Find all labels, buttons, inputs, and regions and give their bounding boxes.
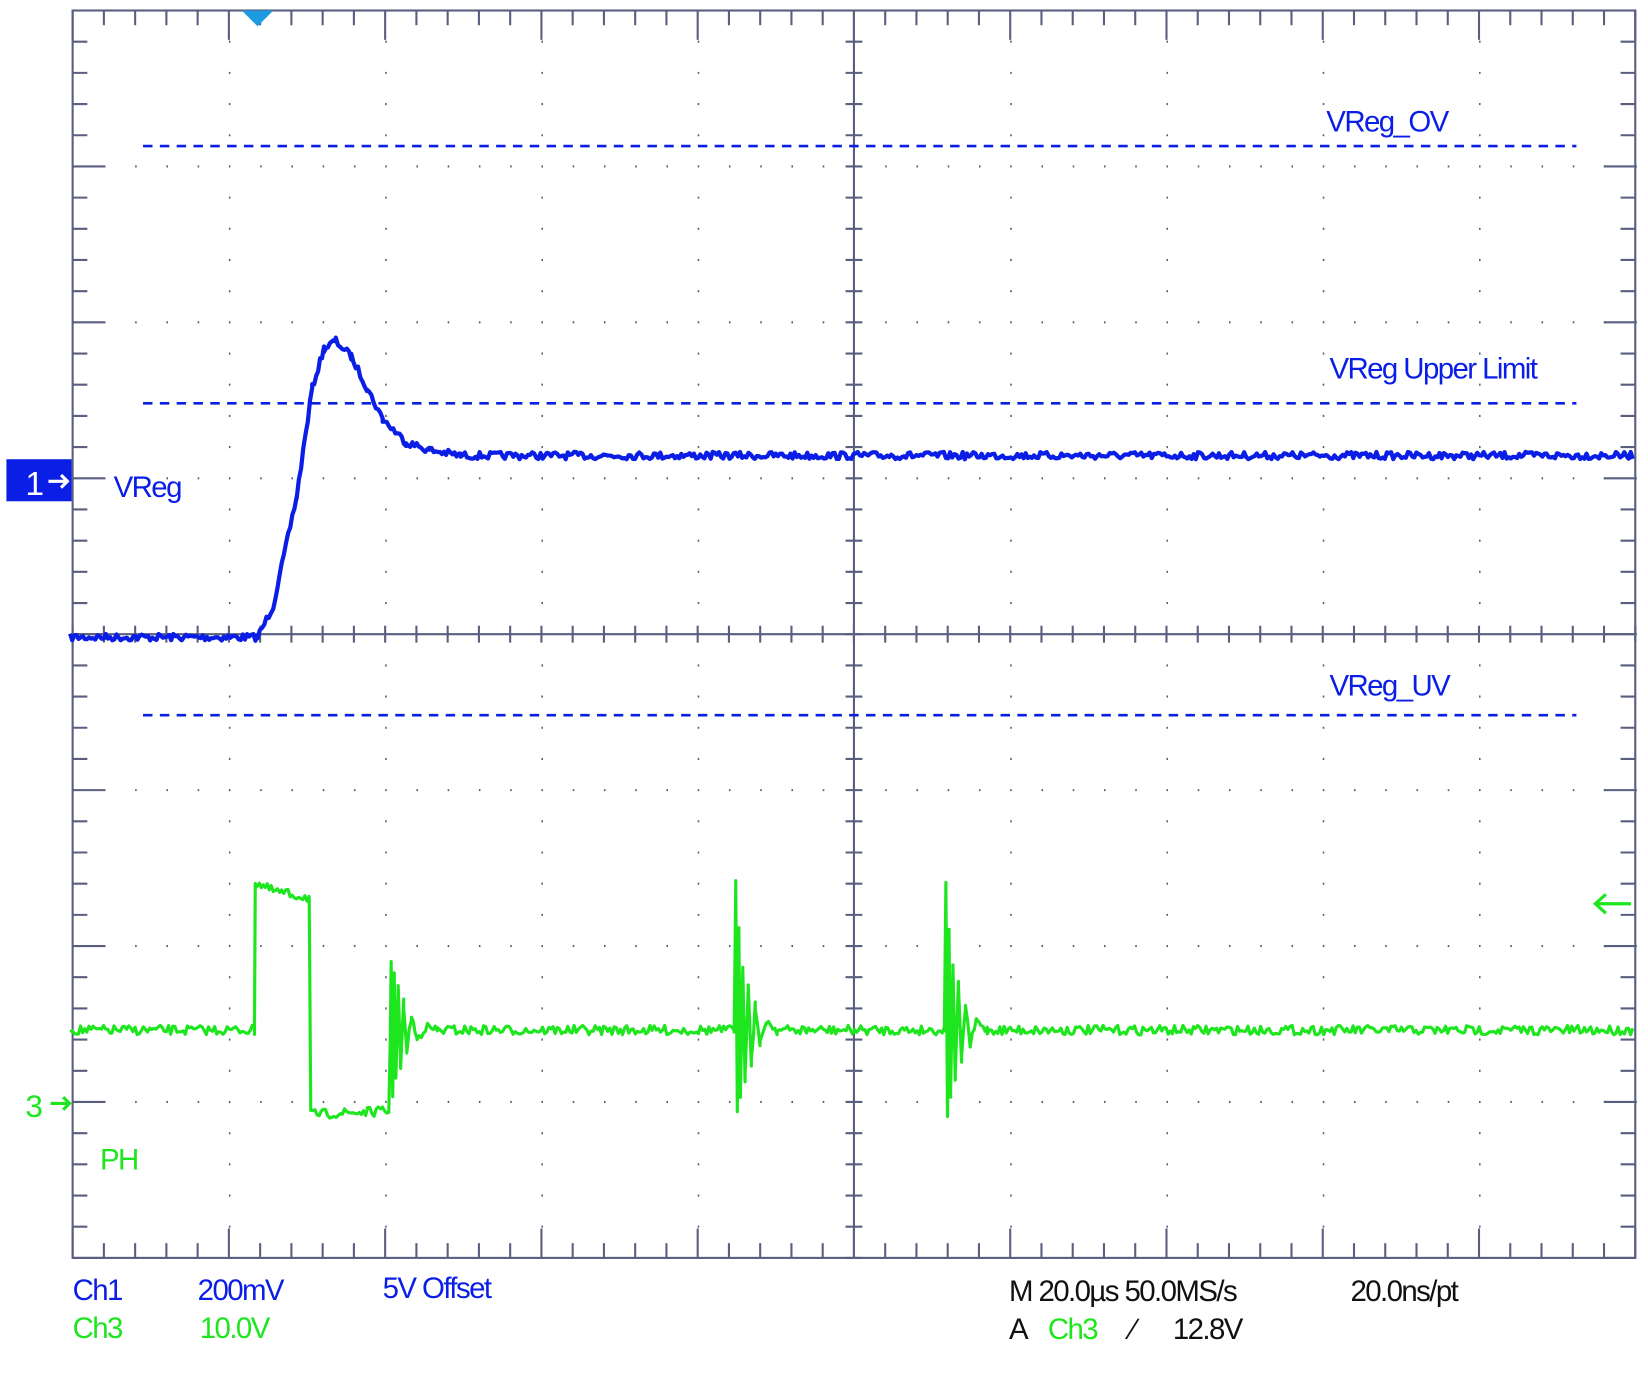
ch1-name: Ch1 (73, 1274, 122, 1307)
ch3-marker-label: 3 (25, 1088, 43, 1124)
arrow-right-icon (50, 1095, 72, 1111)
ref-label-ov: VReg_OV (1326, 105, 1449, 138)
arrow-right-icon (48, 473, 70, 489)
trace-vreg (68, 335, 1635, 643)
readout-panel: Ch1 200mV 5V Offset Ch3 10.0V M 20.0µs 5… (73, 1272, 1461, 1346)
ch1-scale: 200mV (198, 1274, 285, 1307)
timebase: M 20.0µs 50.0MS/s (1009, 1275, 1237, 1308)
ch1-marker[interactable]: 1 (6, 459, 72, 503)
graticule-ticks (71, 9, 1637, 1259)
trace-label-vreg: VReg (114, 471, 181, 504)
traces (68, 335, 1635, 1120)
reference-lines (143, 144, 1577, 717)
graticule (71, 9, 1637, 1259)
trace-label-ph: PH (100, 1144, 138, 1177)
trigger-prefix: A (1009, 1313, 1029, 1346)
record-rate: 20.0ns/pt (1350, 1275, 1458, 1308)
trigger-slope-icon: ∕ (1125, 1313, 1140, 1346)
ref-label-uv: VReg_UV (1329, 670, 1451, 703)
trigger-level-arrow-icon[interactable] (1592, 893, 1632, 915)
ch1-offset: 5V Offset (383, 1272, 492, 1305)
ch3-marker[interactable]: 3 (25, 1088, 72, 1124)
trace-ph (69, 879, 1635, 1120)
trigger-source: Ch3 (1048, 1313, 1098, 1346)
ch1-marker-label: 1 (25, 466, 44, 503)
ch3-scale: 10.0V (200, 1312, 271, 1345)
ch3-name: Ch3 (73, 1312, 123, 1345)
trigger-position-icon[interactable] (241, 10, 274, 27)
trigger-level: 12.8V (1173, 1313, 1244, 1346)
ref-label-upper-limit: VReg Upper Limit (1329, 352, 1537, 385)
